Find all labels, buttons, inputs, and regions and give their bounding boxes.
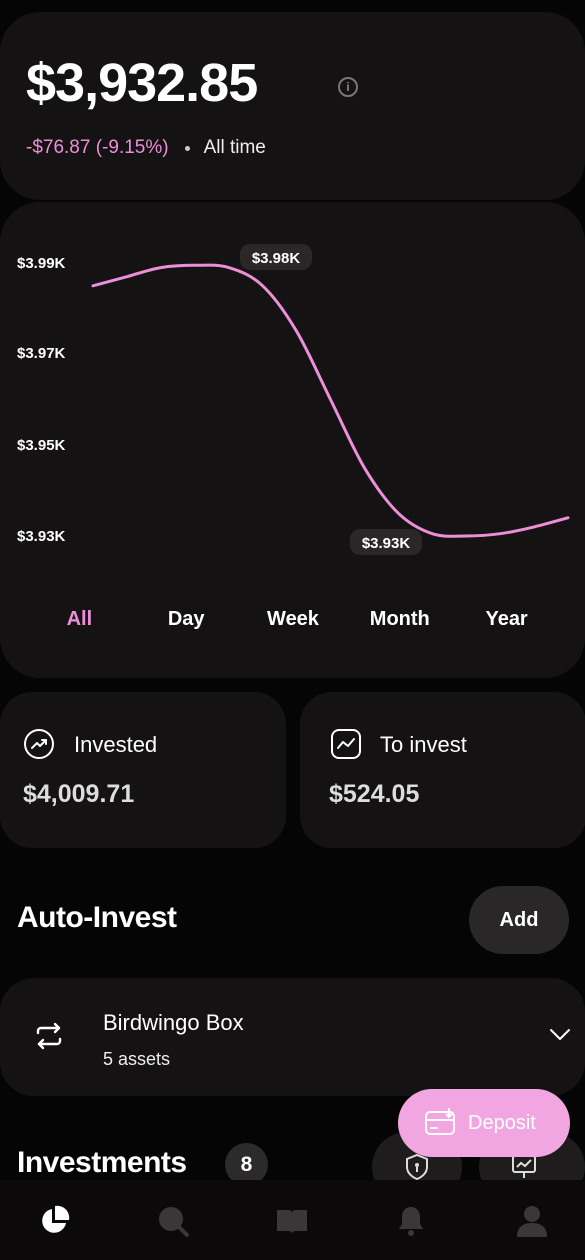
balance-card: $3,932.85 i -$76.87 (-9.15%) All time — [0, 12, 585, 200]
profile-icon[interactable] — [515, 1204, 549, 1238]
chart-card: $3.99K $3.97K $3.95K $3.93K $3.98K $3.93… — [0, 202, 585, 678]
search-icon[interactable] — [156, 1204, 190, 1238]
high-value-bubble: $3.98K — [240, 244, 312, 270]
deposit-button[interactable]: Deposit — [398, 1089, 570, 1157]
to-invest-card[interactable]: To invest $524.05 — [300, 692, 585, 848]
to-invest-value: $524.05 — [329, 780, 420, 808]
chevron-down-icon[interactable] — [549, 1028, 571, 1042]
y-tick-label: $3.99K — [17, 255, 66, 272]
portfolio-icon[interactable] — [37, 1204, 71, 1238]
balance-change: -$76.87 (-9.15%) — [26, 137, 169, 158]
bottom-navigation — [0, 1180, 585, 1260]
y-tick-label: $3.97K — [17, 345, 66, 362]
to-invest-label: To invest — [380, 732, 467, 757]
learn-icon[interactable] — [275, 1204, 309, 1238]
range-tab-day[interactable]: Day — [167, 608, 205, 630]
range-tab-year[interactable]: Year — [485, 608, 528, 630]
investments-title: Investments — [17, 1146, 187, 1179]
range-tab-week[interactable]: Week — [267, 608, 319, 630]
trend-square-icon — [331, 729, 361, 759]
low-value-label: $3.93K — [362, 535, 411, 552]
balance-change-row: -$76.87 (-9.15%) All time — [26, 137, 266, 159]
period-label: All time — [203, 137, 266, 158]
birdwingo-box-card[interactable] — [0, 978, 585, 1096]
info-icon[interactable]: i — [338, 77, 358, 97]
high-value-label: $3.98K — [252, 250, 301, 267]
investments-count-badge: 8 — [225, 1143, 268, 1186]
box-assets-count: 5 assets — [103, 1049, 171, 1069]
range-selector: All Day Week Month Year — [26, 608, 560, 631]
performance-chart: $3.99K $3.97K $3.95K $3.93K $3.98K $3.93… — [17, 244, 570, 555]
box-name: Birdwingo Box — [103, 1010, 244, 1035]
notifications-icon[interactable] — [394, 1204, 428, 1238]
repeat-icon — [36, 1022, 62, 1050]
deposit-card-icon — [425, 1108, 455, 1135]
range-tab-all[interactable]: All — [66, 608, 93, 630]
dot-separator — [184, 145, 190, 151]
low-value-bubble: $3.93K — [350, 529, 422, 555]
trend-up-circle-icon — [24, 729, 54, 759]
balance-amount: $3,932.85 — [26, 53, 258, 113]
series-line — [91, 263, 570, 538]
invested-label: Invested — [74, 732, 158, 757]
add-button[interactable]: Add — [469, 886, 569, 954]
y-tick-label: $3.95K — [17, 437, 66, 454]
invested-card[interactable]: Invested $4,009.71 — [0, 692, 286, 848]
deposit-label: Deposit — [468, 1112, 536, 1134]
y-tick-label: $3.93K — [17, 528, 66, 545]
shield-icon — [406, 1153, 428, 1181]
auto-invest-title: Auto-Invest — [17, 901, 177, 934]
invested-value: $4,009.71 — [23, 780, 135, 808]
range-tab-month[interactable]: Month — [369, 608, 430, 630]
